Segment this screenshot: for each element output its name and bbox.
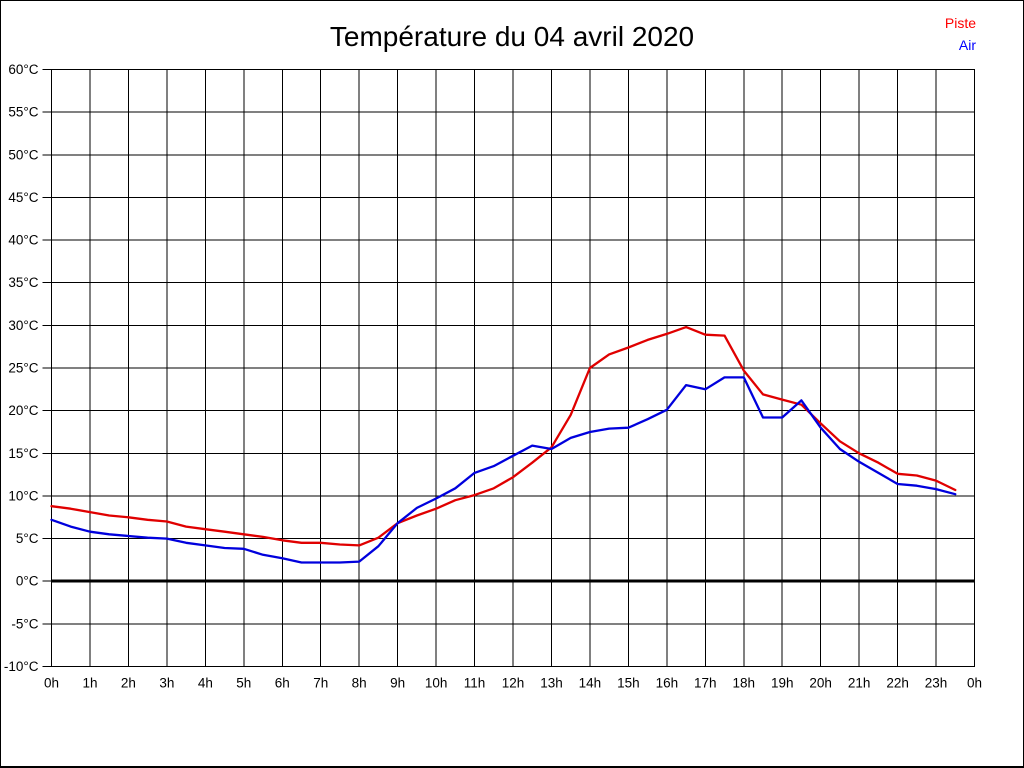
y-axis-label: 0°C: [16, 574, 39, 589]
y-axis-label: 10°C: [8, 488, 38, 503]
x-axis-label: 9h: [390, 676, 405, 691]
x-axis-label: 13h: [540, 676, 563, 691]
y-axis-label: 40°C: [8, 233, 38, 248]
y-axis-label: 15°C: [8, 446, 38, 461]
x-axis-label: 0h: [967, 676, 982, 691]
x-axis-label: 22h: [886, 676, 909, 691]
y-axis-label: -5°C: [11, 616, 38, 631]
x-axis-label: 19h: [771, 676, 794, 691]
x-axis-label: 6h: [275, 676, 290, 691]
y-axis-label: 20°C: [8, 403, 38, 418]
series-line-air: [50, 376, 957, 564]
x-axis-label: 17h: [694, 676, 717, 691]
x-axis-label: 21h: [848, 676, 871, 691]
y-axis-label: 55°C: [8, 105, 38, 120]
legend-item-air: Air: [958, 37, 976, 53]
x-axis-label: 23h: [925, 676, 948, 691]
y-axis-label: 35°C: [8, 275, 38, 290]
x-axis-label: 5h: [236, 676, 251, 691]
x-axis-label: 14h: [579, 676, 602, 691]
x-axis-label: 16h: [656, 676, 679, 691]
x-axis-label: 20h: [809, 676, 832, 691]
chart-legend: Piste Air: [945, 12, 976, 56]
y-axis-label: 45°C: [8, 190, 38, 205]
x-axis-label: 12h: [502, 676, 525, 691]
y-axis-label: 50°C: [8, 147, 38, 162]
x-axis-label: 18h: [732, 676, 755, 691]
series-line-piste: [50, 325, 957, 547]
x-axis-label: 15h: [617, 676, 640, 691]
x-axis-label: 0h: [44, 676, 59, 691]
page-title: Température du 04 avril 2020: [329, 21, 695, 52]
x-axis-label: 8h: [352, 676, 367, 691]
x-axis-label: 1h: [82, 676, 97, 691]
x-axis-label: 3h: [159, 676, 174, 691]
x-axis-label: 2h: [121, 676, 136, 691]
y-axis-label: 5°C: [16, 531, 39, 546]
x-axis-label: 11h: [464, 676, 486, 691]
y-axis-label: 25°C: [8, 361, 38, 376]
legend-item-piste: Piste: [944, 15, 976, 31]
x-axis-label: 4h: [198, 676, 213, 691]
y-axis-label: 60°C: [8, 62, 38, 77]
y-axis-label: -10°C: [4, 659, 39, 674]
x-axis-label: 10h: [425, 676, 448, 691]
y-axis-label: 30°C: [8, 318, 38, 333]
x-axis-label: 7h: [313, 676, 328, 691]
